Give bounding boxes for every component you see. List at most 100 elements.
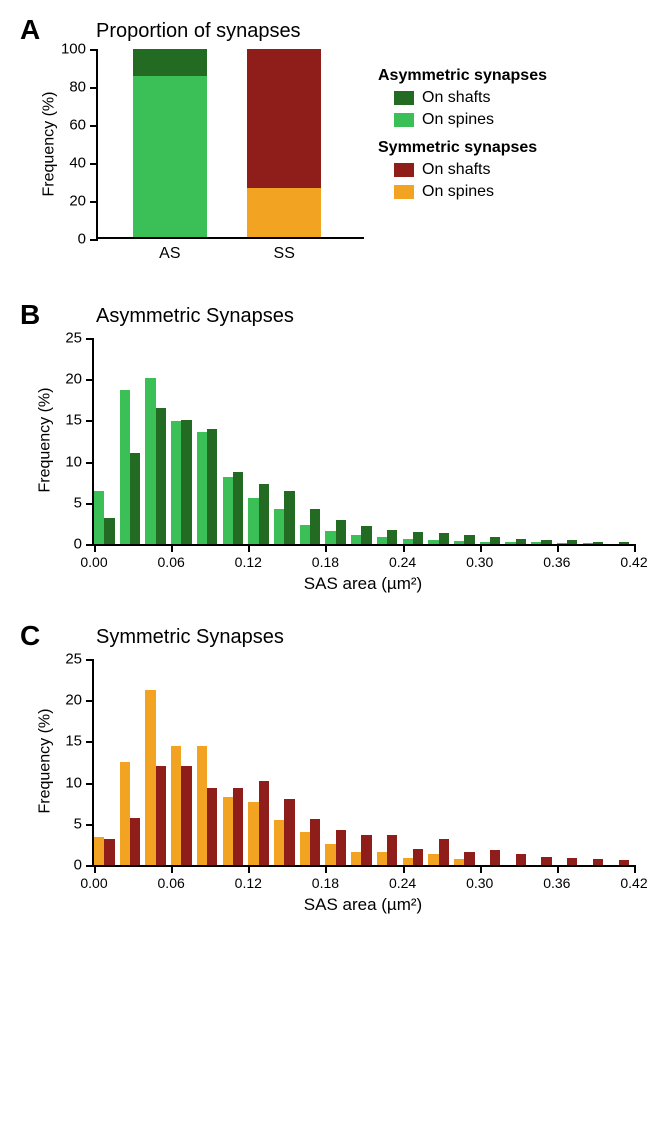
panel-b-bar-spines: [583, 543, 593, 544]
panel-b-xticklabel: 0.06: [158, 554, 185, 570]
panel-b-bar-shafts: [593, 542, 603, 544]
panel-b-bar-shafts: [387, 530, 397, 544]
panel-b-bar-spines: [300, 525, 310, 544]
panel-b-yticklabel: 20: [65, 371, 82, 388]
legend-header: Symmetric synapses: [378, 139, 547, 157]
panel-b-bar-shafts: [413, 532, 423, 544]
panel-c-yticklabel: 15: [65, 733, 82, 750]
panel-b-xtick: [325, 544, 327, 552]
panel-c: C Symmetric Synapses Frequency (%) 05101…: [16, 626, 640, 911]
panel-c-bar-shafts: [387, 835, 397, 865]
panel-a: A Proportion of synapses Frequency (%) 0…: [16, 20, 640, 269]
panel-b-bar-shafts: [361, 526, 371, 544]
panel-c-bar-shafts: [284, 799, 294, 865]
panel-b-bar-spines: [351, 535, 361, 544]
panel-c-ytick: [86, 659, 94, 661]
panel-b-xticklabel: 0.24: [389, 554, 416, 570]
panel-b-plot: 05101520250.000.060.120.180.240.300.360.…: [92, 338, 634, 546]
panel-c-yticklabel: 0: [74, 857, 82, 874]
legend-item: On spines: [394, 183, 547, 201]
panel-a-ytick: [90, 125, 98, 127]
panel-b-bar-spines: [248, 498, 258, 544]
panel-a-ytick: [90, 239, 98, 241]
panel-b-bar-spines: [171, 421, 181, 544]
panel-b-bar-shafts: [464, 535, 474, 544]
panel-c-ytick: [86, 783, 94, 785]
panel-b-bar-spines: [454, 541, 464, 544]
panel-b-xticklabel: 0.12: [235, 554, 262, 570]
panel-b-xticklabel: 0.00: [80, 554, 107, 570]
panel-a-yticklabel: 60: [69, 117, 86, 134]
panel-b-xtick: [403, 544, 405, 552]
panel-b-xticklabel: 0.42: [620, 554, 647, 570]
panel-b-bar-shafts: [336, 520, 346, 544]
panel-b-label: B: [20, 299, 40, 331]
panel-c-bar-shafts: [567, 858, 577, 865]
stacked-bar-ss: [247, 49, 321, 239]
panel-a-xlabel: SS: [247, 245, 321, 263]
panel-c-xtick: [403, 865, 405, 873]
panel-c-xticklabel: 0.00: [80, 875, 107, 891]
panel-c-bar-spines: [274, 820, 284, 865]
panel-c-bar-shafts: [104, 839, 114, 865]
legend-item: On spines: [394, 111, 547, 129]
panel-c-bar-shafts: [361, 835, 371, 865]
panel-a-yticklabel: 80: [69, 79, 86, 96]
panel-b-title: Asymmetric Synapses: [96, 305, 640, 328]
panel-c-ytick: [86, 865, 94, 867]
panel-c-title: Symmetric Synapses: [96, 626, 640, 649]
panel-a-yticklabel: 20: [69, 193, 86, 210]
panel-c-bar-shafts: [259, 781, 269, 865]
panel-a-yticklabel: 100: [61, 41, 86, 58]
panel-c-bar-shafts: [156, 766, 166, 865]
panel-c-bar-spines: [94, 837, 104, 865]
panel-b-yticklabel: 10: [65, 453, 82, 470]
panel-c-bar-shafts: [130, 818, 140, 865]
panel-b-yticklabel: 15: [65, 412, 82, 429]
panel-b-xtick: [94, 544, 96, 552]
panel-c-bar-spines: [325, 844, 335, 865]
stacked-bar-as: [133, 49, 207, 239]
panel-c-bar-shafts: [490, 850, 500, 865]
panel-b-bar-shafts: [233, 472, 243, 544]
panel-b-xticklabel: 0.36: [543, 554, 570, 570]
panel-c-bar-shafts: [541, 857, 551, 865]
panel-b-bar-spines: [531, 542, 541, 544]
panel-c-bar-spines: [403, 858, 413, 865]
legend-item: On shafts: [394, 89, 547, 107]
panel-c-xticklabel: 0.36: [543, 875, 570, 891]
panel-b-ytick: [86, 338, 94, 340]
panel-a-yticklabel: 40: [69, 155, 86, 172]
panel-a-yticklabel: 0: [78, 231, 86, 248]
panel-b-yticklabel: 5: [74, 494, 82, 511]
panel-b-bar-shafts: [541, 540, 551, 544]
panel-b-yticklabel: 0: [74, 536, 82, 553]
panel-c-bar-shafts: [336, 830, 346, 865]
panel-c-ytick: [86, 824, 94, 826]
panel-b-bar-shafts: [490, 537, 500, 544]
panel-c-xlabel: SAS area (µm²): [92, 895, 634, 915]
panel-a-ylabel: Frequency (%): [40, 92, 58, 197]
panel-c-xticklabel: 0.06: [158, 875, 185, 891]
panel-c-bar-shafts: [464, 852, 474, 865]
panel-b-xtick: [557, 544, 559, 552]
panel-a-xlabel: AS: [133, 245, 207, 263]
panel-b-xtick: [480, 544, 482, 552]
legend-label: On shafts: [422, 89, 490, 107]
panel-c-bar-shafts: [233, 788, 243, 865]
panel-c-bar-shafts: [516, 854, 526, 865]
panel-b: B Asymmetric Synapses Frequency (%) 0510…: [16, 305, 640, 590]
panel-c-xtick: [94, 865, 96, 873]
panel-c-yticklabel: 20: [65, 692, 82, 709]
panel-c-chart: Frequency (%) 05101520250.000.060.120.18…: [40, 655, 640, 911]
panel-b-bar-spines: [505, 542, 515, 544]
panel-b-bar-spines: [480, 542, 490, 544]
panel-c-bar-shafts: [181, 766, 191, 865]
panel-a-plot: 020406080100ASSS: [96, 49, 364, 239]
panel-b-bar-spines: [94, 491, 104, 544]
panel-b-bar-spines: [197, 432, 207, 544]
legend-swatch: [394, 113, 414, 127]
panel-c-xtick: [248, 865, 250, 873]
panel-c-bar-spines: [248, 802, 258, 865]
panel-b-xticklabel: 0.30: [466, 554, 493, 570]
